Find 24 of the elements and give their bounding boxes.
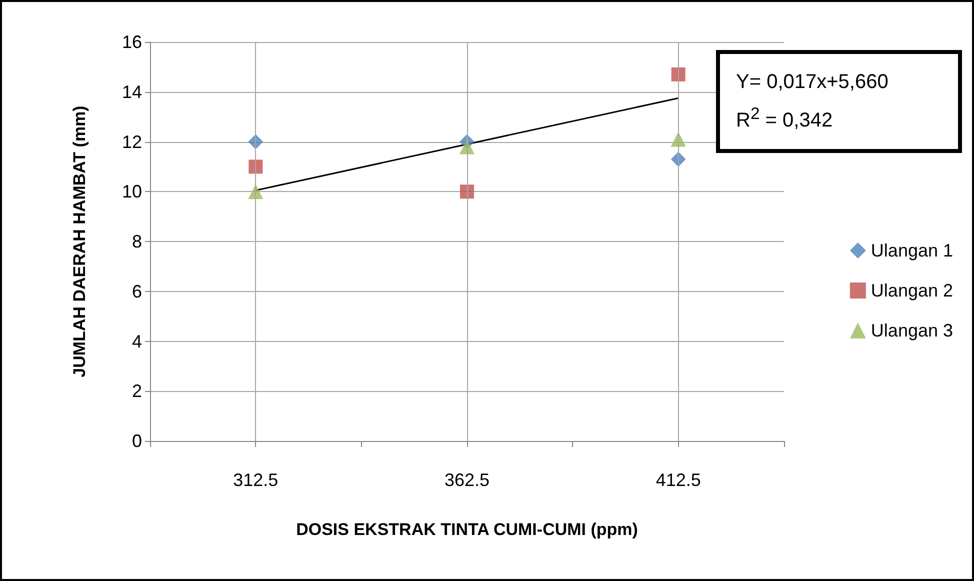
annotation: Y= 0,017x+5,660 bbox=[736, 70, 890, 95]
point bbox=[671, 67, 686, 82]
x-tick-label: 312.5 bbox=[233, 470, 278, 490]
y-tick-label: 14 bbox=[122, 82, 142, 102]
point bbox=[670, 132, 686, 147]
y-axis-title: JUMLAH DAERAH HAMBAT (mm) bbox=[70, 106, 89, 378]
y-tick-label: 16 bbox=[122, 32, 142, 52]
y-tick-label: 10 bbox=[122, 182, 142, 202]
x-tick-label: 362.5 bbox=[444, 470, 490, 490]
text-box: Y= 0,017x+5,660 R$^{2}$ = 0,342 bbox=[716, 50, 962, 153]
y-tick-label: 0 bbox=[132, 431, 142, 451]
legend-label: Ulangan 2 bbox=[870, 280, 954, 300]
y-tick-label: 8 bbox=[132, 232, 142, 252]
x-tick-label: 412.5 bbox=[656, 470, 701, 490]
annotation: R$^{2}$ = 0,342 bbox=[736, 103, 834, 134]
legend-label: Ulangan 1 bbox=[870, 240, 954, 260]
y-tick-label: 4 bbox=[132, 331, 142, 352]
point bbox=[248, 160, 263, 174]
x-axis-title: DOSIS EKSTRAK TINTA CUMI-CUMI (ppm) bbox=[296, 520, 638, 539]
point bbox=[460, 184, 474, 199]
legend-label: Ulangan 3 bbox=[870, 320, 954, 340]
y-tick-label: 2 bbox=[132, 381, 142, 402]
y-tick-label: 6 bbox=[132, 281, 142, 302]
y-tick-label: 12 bbox=[122, 132, 142, 152]
